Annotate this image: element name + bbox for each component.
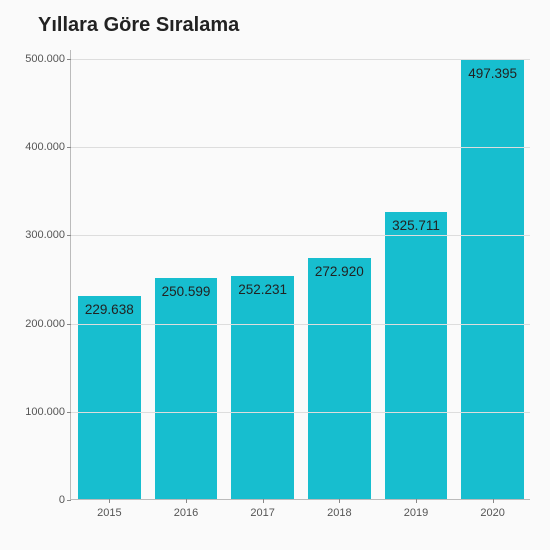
bar-value-label: 272.920 xyxy=(308,264,371,279)
x-tick-label: 2015 xyxy=(97,507,121,519)
x-tick-label: 2020 xyxy=(480,507,504,519)
chart-title: Yıllara Göre Sıralama xyxy=(38,14,239,37)
y-tick-label: 100.000 xyxy=(25,406,65,418)
grid-line xyxy=(71,324,530,325)
bar: 497.395 xyxy=(461,60,524,499)
x-tick-mark xyxy=(493,499,494,503)
x-tick-label: 2016 xyxy=(174,507,198,519)
y-tick-mark xyxy=(67,324,71,325)
grid-line xyxy=(71,147,530,148)
x-tick-label: 2017 xyxy=(250,507,274,519)
y-tick-label: 400.000 xyxy=(25,141,65,153)
bars-container: 229.638 250.599 252.231 272.920 325.711 497.3… xyxy=(71,50,530,499)
bar: 229.638 xyxy=(78,296,141,499)
x-tick-mark xyxy=(186,499,187,503)
x-tick-label: 2018 xyxy=(327,507,351,519)
bar-value-label: 252.231 xyxy=(231,282,294,297)
y-tick-label: 500.000 xyxy=(25,53,65,65)
y-tick-label: 0 xyxy=(59,494,65,506)
y-tick-mark xyxy=(67,59,71,60)
bar-value-label: 250.599 xyxy=(155,284,218,299)
bar: 325.711 xyxy=(385,212,448,499)
x-tick-mark xyxy=(339,499,340,503)
grid-line xyxy=(71,235,530,236)
x-tick-mark xyxy=(109,499,110,503)
bar: 250.599 xyxy=(155,278,218,499)
x-tick-mark xyxy=(263,499,264,503)
grid-line xyxy=(71,59,530,60)
x-tick-mark xyxy=(416,499,417,503)
x-tick-label: 2019 xyxy=(404,507,428,519)
y-tick-label: 200.000 xyxy=(25,318,65,330)
y-tick-mark xyxy=(67,412,71,413)
bar: 272.920 xyxy=(308,258,371,499)
bar: 252.231 xyxy=(231,276,294,499)
bar-value-label: 325.711 xyxy=(385,218,448,233)
y-tick-mark xyxy=(67,147,71,148)
y-tick-mark xyxy=(67,235,71,236)
bar-value-label: 229.638 xyxy=(78,302,141,317)
grid-line xyxy=(71,412,530,413)
bar-value-label: 497.395 xyxy=(461,66,524,81)
chart-plot-area: 229.638 250.599 252.231 272.920 325.711 497.3… xyxy=(70,50,530,500)
y-tick-mark xyxy=(67,500,71,501)
y-tick-label: 300.000 xyxy=(25,229,65,241)
